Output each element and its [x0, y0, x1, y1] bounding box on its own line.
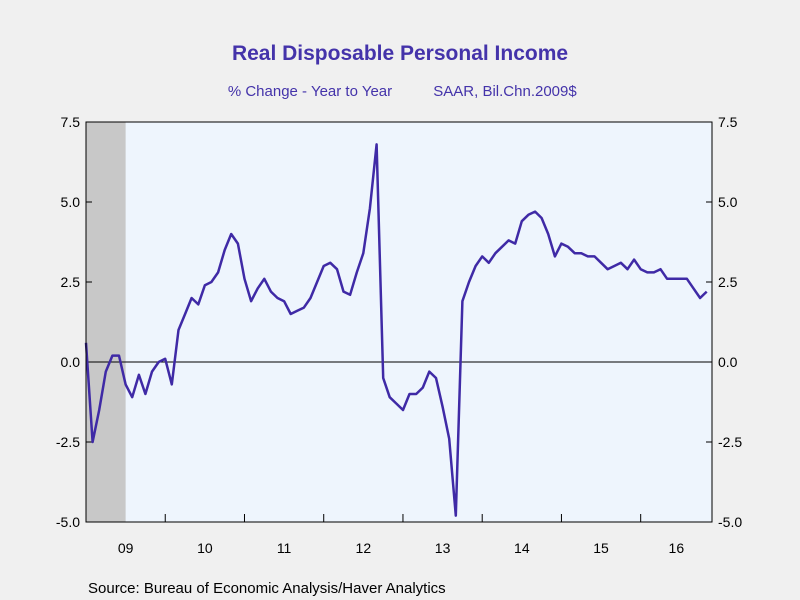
y-tick-label-right: 0.0	[718, 354, 738, 370]
x-tick-label: 10	[197, 540, 213, 556]
x-tick-label: 14	[514, 540, 530, 556]
x-tick-label: 12	[356, 540, 372, 556]
y-tick-label-right: -5.0	[718, 514, 742, 530]
y-tick-label-left: -2.5	[56, 434, 80, 450]
x-tick-label: 09	[118, 540, 134, 556]
x-tick-label: 15	[593, 540, 609, 556]
chart-subtitle-left: % Change - Year to Year	[228, 83, 392, 100]
tick-labels: 7.5 7.5 5.0 5.0 2.5 2.5 0.0 0.0 -2.5 -2.5 -5.0 -5.0…	[56, 114, 742, 556]
y-tick-label-left: 0.0	[61, 354, 81, 370]
recession-shading	[86, 122, 126, 522]
y-tick-label-right: 2.5	[718, 274, 738, 290]
y-tick-label-right: -2.5	[718, 434, 742, 450]
x-tick-label: 13	[435, 540, 451, 556]
chart-subtitle-right: SAAR, Bil.Chn.2009$	[433, 83, 577, 100]
series-line	[84, 143, 708, 517]
y-tick-label-right: 7.5	[718, 114, 738, 130]
x-tick-label: 11	[277, 540, 292, 556]
chart-title: Real Disposable Personal Income	[232, 42, 568, 65]
y-tick-label-left: 5.0	[61, 194, 81, 210]
y-tick-label-left: 2.5	[61, 274, 81, 290]
y-tick-label-left: -5.0	[56, 514, 80, 530]
x-tick-label: 16	[669, 540, 685, 556]
plot-frame	[85, 121, 713, 523]
y-tick-label-right: 5.0	[718, 194, 738, 210]
y-tick-label-left: 7.5	[61, 114, 81, 130]
plot-area	[86, 122, 712, 522]
source-note: Source: Bureau of Economic Analysis/Have…	[88, 580, 446, 597]
